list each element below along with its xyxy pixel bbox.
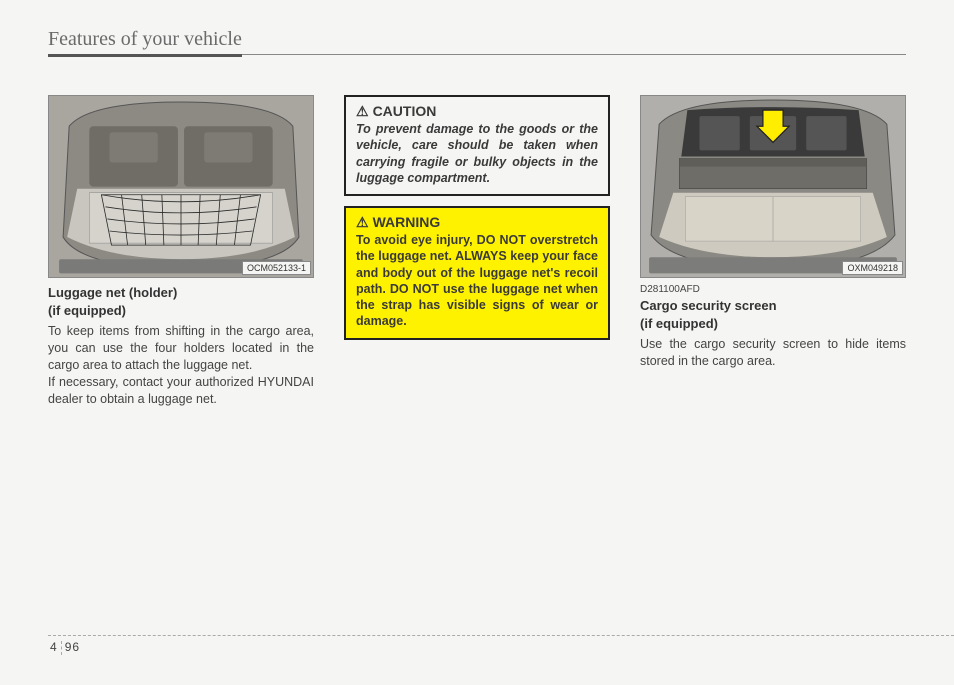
warning-triangle-icon: ⚠ [356, 215, 369, 229]
heading-luggage-net: Luggage net (holder) (if equipped) [48, 284, 314, 319]
figure-cargo-screen: OXM049218 [640, 95, 906, 278]
caution-body: To prevent damage to the goods or the ve… [356, 121, 598, 186]
section-title: Features of your vehicle [48, 28, 242, 57]
luggage-net-illustration [49, 96, 313, 277]
figure-luggage-net: OCM052133-1 [48, 95, 314, 278]
ref-code: D281100AFD [640, 284, 906, 295]
page-header: Features of your vehicle [48, 28, 906, 55]
warning-label: WARNING [373, 214, 441, 230]
page-number: 496 [48, 640, 954, 655]
caution-heading: ⚠ CAUTION [356, 103, 598, 119]
column-2: ⚠ CAUTION To prevent damage to the goods… [344, 95, 610, 408]
caution-label: CAUTION [373, 103, 437, 119]
para-cargo-screen: Use the cargo security screen to hide it… [640, 336, 906, 370]
warning-body: To avoid eye injury, DO NOT overstretch … [356, 232, 598, 330]
warning-heading: ⚠ WARNING [356, 214, 598, 230]
column-1: OCM052133-1 Luggage net (holder) (if equ… [48, 95, 314, 408]
warning-box: ⚠ WARNING To avoid eye injury, DO NOT ov… [344, 206, 610, 340]
figure-caption: OCM052133-1 [242, 261, 311, 275]
column-3: OXM049218 D281100AFD Cargo security scre… [640, 95, 906, 408]
caution-box: ⚠ CAUTION To prevent damage to the goods… [344, 95, 610, 196]
caution-triangle-icon: ⚠ [356, 104, 369, 118]
para-luggage-net-1: To keep items from shifting in the cargo… [48, 323, 314, 374]
page-footer: 496 [48, 635, 954, 655]
cargo-screen-illustration [641, 96, 905, 277]
para-luggage-net-2: If necessary, contact your authorized HY… [48, 374, 314, 408]
content-columns: OCM052133-1 Luggage net (holder) (if equ… [48, 95, 906, 408]
heading-cargo-screen: Cargo security screen (if equipped) [640, 297, 906, 332]
figure-caption: OXM049218 [842, 261, 903, 275]
